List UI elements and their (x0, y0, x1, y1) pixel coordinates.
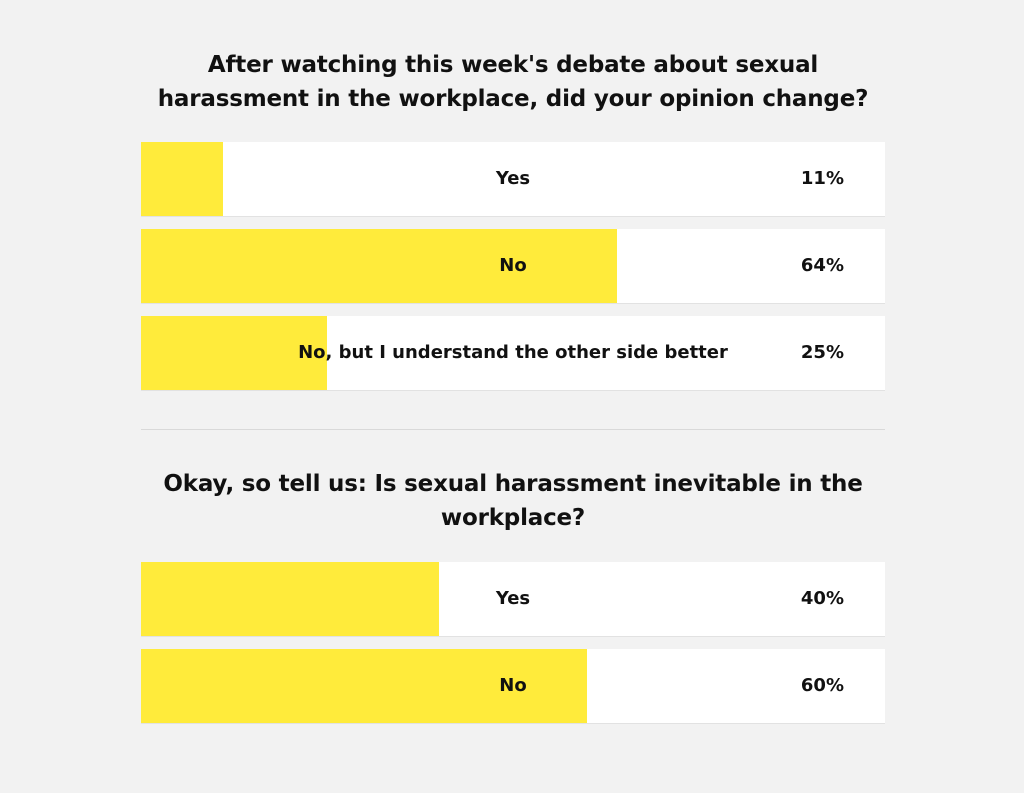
option-percentage: 64% (800, 255, 844, 276)
option-label: No, but I understand the other side bett… (298, 342, 728, 363)
result-bar (141, 562, 439, 636)
poll-question-1: After watching this week's debate about … (157, 52, 869, 112)
result-bar (141, 229, 618, 303)
option-percentage: 11% (800, 168, 844, 189)
result-bar (141, 142, 223, 216)
poll-option-row[interactable]: No 60% (141, 649, 885, 723)
section-divider (141, 429, 885, 430)
poll-option-row[interactable]: No, but I understand the other side bett… (141, 316, 885, 390)
poll-option-row[interactable]: No 64% (141, 229, 885, 303)
option-percentage: 40% (800, 588, 844, 609)
result-bar (141, 316, 327, 390)
poll-options-2: Yes 40% No 60% (141, 562, 885, 736)
option-label: Yes (495, 588, 531, 609)
poll-options-1: Yes 11% No 64% No, but I understand the … (141, 142, 885, 403)
poll-option-row[interactable]: Yes 11% (141, 142, 885, 216)
option-percentage: 25% (800, 342, 844, 363)
poll-option-row[interactable]: Yes 40% (141, 562, 885, 636)
result-bar (141, 649, 588, 723)
option-percentage: 60% (800, 675, 844, 696)
option-label: No (499, 675, 527, 696)
option-label: Yes (495, 168, 531, 189)
poll-question-2: Okay, so tell us: Is sexual harassment i… (163, 471, 863, 531)
option-label: No (499, 255, 527, 276)
